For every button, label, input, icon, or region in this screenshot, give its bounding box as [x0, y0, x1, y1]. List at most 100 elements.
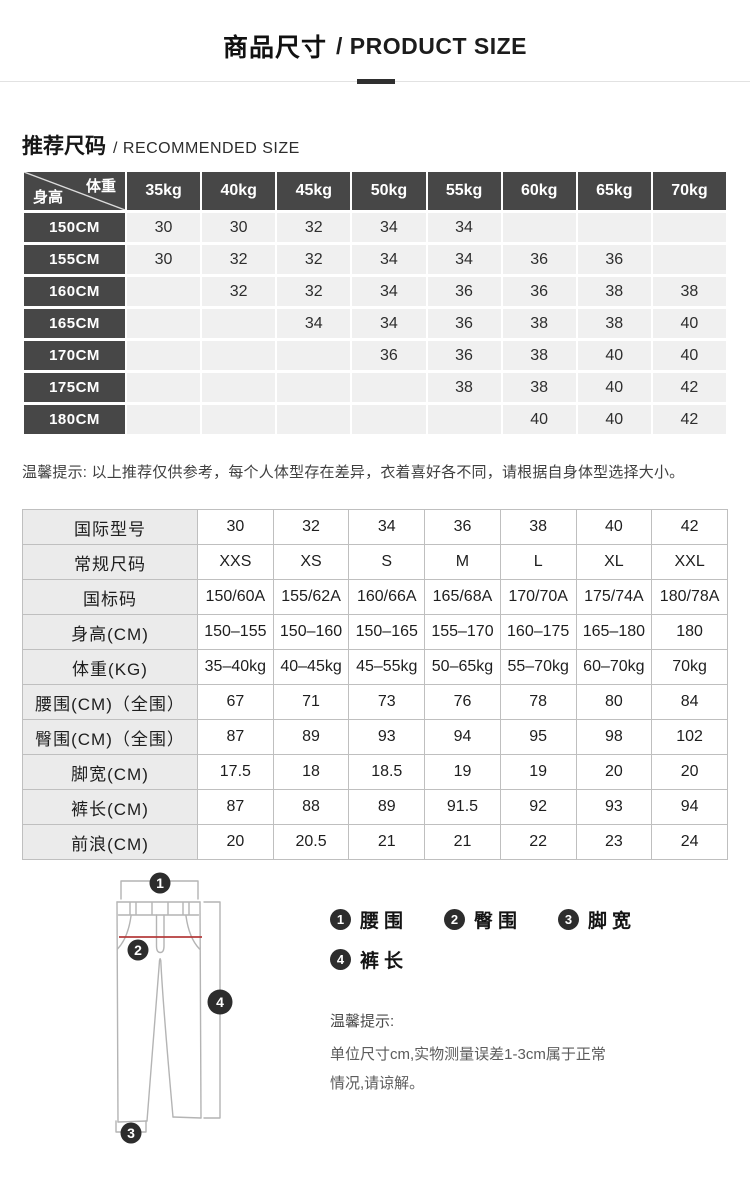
left-leg-outer: [116, 901, 119, 1123]
spec-value-cell: 50–65kg: [424, 649, 501, 685]
spec-value-cell: 76: [424, 684, 501, 720]
spec-value-cell: 20.5: [272, 824, 350, 860]
spec-row-label: 体重(KG): [22, 649, 198, 685]
height-row-header: 165CM: [24, 309, 125, 338]
spec-value-cell: 38: [499, 509, 577, 545]
spec-value-cell: 78: [499, 684, 577, 720]
legend-number-badge: 1: [330, 909, 351, 930]
recommended-size-cell: 34: [427, 213, 501, 242]
height-row-header: 170CM: [24, 341, 125, 370]
spec-table-row: 腰围(CM)（全围） 67 71 73 76 78 80 84: [22, 684, 728, 720]
spec-value-cell: 73: [348, 684, 426, 720]
recommended-size-cell: 40: [502, 405, 576, 434]
recommended-size-cell: 36: [427, 277, 501, 306]
recommended-size-section: 推荐尺码 / RECOMMENDED SIZE 体重 身高 35kg 40kg 45…: [22, 130, 728, 482]
spec-row-label: 臀围(CM)（全围）: [22, 719, 198, 755]
spec-table-row: 前浪(CM) 20 20.5 21 21 22 23 24: [22, 824, 728, 860]
spec-value-cell: 155/62A: [272, 579, 350, 615]
spec-value-cell: XL: [575, 544, 653, 580]
measure-legend: 1 腰围 2 臀围 3 脚宽 4 裤长: [330, 906, 672, 986]
recommended-table-row: 175CM 38 38 40 42: [24, 373, 726, 402]
spec-value-cell: 150–160: [272, 614, 350, 650]
recommended-table-row: 150CM 30 30 32 34 34: [24, 213, 726, 242]
recommended-size-cell: 42: [652, 405, 726, 434]
legend-item: 3 脚宽: [558, 906, 636, 933]
pants-diagram: 1 2 3 4: [115, 872, 233, 1144]
recommended-size-cell: 40: [652, 341, 726, 370]
spec-value-cell: 95: [499, 719, 577, 755]
recommended-size-cell: 40: [577, 341, 651, 370]
spec-table-row: 脚宽(CM) 17.5 18 18.5 19 19 20 20: [22, 754, 728, 790]
spec-value-cell: 32: [272, 509, 350, 545]
spec-value-cell: 22: [499, 824, 577, 860]
recommended-size-cell: 36: [502, 245, 576, 274]
spec-row-label: 腰围(CM)（全围）: [22, 684, 198, 720]
spec-row-label: 裤长(CM): [22, 789, 198, 825]
recommended-size-cell: 42: [652, 373, 726, 402]
measure-note-line1: 单位尺寸cm,实物测量误差1-3cm属于正常: [330, 1046, 606, 1063]
recommended-heading-en: / RECOMMENDED SIZE: [113, 140, 300, 157]
recommended-size-cell: 34: [352, 245, 426, 274]
spec-value-cell: 88: [272, 789, 350, 825]
recommended-size-cell: [277, 341, 351, 370]
recommended-size-cell: [277, 373, 351, 402]
spec-value-cell: 67: [197, 684, 274, 720]
recommended-size-cell: 36: [502, 277, 576, 306]
recommended-size-cell: [202, 309, 276, 338]
badge-waist-num: 1: [156, 875, 164, 891]
spec-value-cell: 180/78A: [651, 579, 728, 615]
spec-table-row: 体重(KG) 35–40kg 40–45kg 45–55kg 50–65kg 55–70k…: [22, 649, 728, 685]
badge-length-num: 4: [216, 994, 224, 1010]
height-row-header: 180CM: [24, 405, 125, 434]
spec-value-cell: 30: [197, 509, 274, 545]
spec-value-cell: 91.5: [424, 789, 501, 825]
weight-column-header: 60kg: [502, 172, 576, 210]
diagonal-line: [24, 172, 125, 210]
spec-value-cell: 60–70kg: [575, 649, 653, 685]
recommended-size-cell: [127, 277, 201, 306]
spec-value-cell: M: [424, 544, 501, 580]
legend-number-badge: 3: [558, 909, 580, 930]
spec-value-cell: 42: [651, 509, 728, 545]
recommended-table-row: 180CM 40 40 42: [24, 405, 726, 434]
corner-cell: 体重 身高: [24, 172, 125, 210]
spec-value-cell: 89: [348, 789, 426, 825]
legend-number-badge: 4: [330, 949, 351, 970]
spec-value-cell: 165/68A: [424, 579, 501, 615]
recommended-size-cell: [127, 373, 201, 402]
spec-value-cell: 87: [197, 789, 274, 825]
recommended-table-row: 160CM 32 32 34 36 36 38 38: [24, 277, 726, 306]
badge-waist-circle: [149, 872, 171, 894]
recommended-size-cell: 32: [202, 245, 276, 274]
measure-note-title: 温馨提示:: [330, 1013, 395, 1030]
spec-value-cell: 155–170: [424, 614, 501, 650]
spec-row-label: 脚宽(CM): [22, 754, 198, 790]
weight-column-header: 45kg: [277, 172, 351, 210]
spec-table-row: 裤长(CM) 87 88 89 91.5 92 93 94: [22, 789, 728, 825]
recommended-table-row: 165CM 34 34 36 38 38 40: [24, 309, 726, 338]
recommended-size-cell: 34: [277, 309, 351, 338]
right-leg-inner: [160, 960, 174, 1118]
legend-item: 2 臀围: [444, 906, 522, 933]
recommended-size-cell: [652, 213, 726, 242]
size-spec-section: 国际型号 30 32 34 36 38 40 42 常规尺码 XXS XS S M L XL XXL 国标码 15…: [22, 509, 728, 860]
spec-value-cell: 180: [651, 614, 728, 650]
recommended-size-cell: 34: [352, 277, 426, 306]
legend-row-1: 1 腰围 2 臀围 3 脚宽: [330, 906, 672, 933]
recommended-table-row: 155CM 30 32 32 34 34 36 36: [24, 245, 726, 274]
diagram-badges: [120, 872, 233, 1144]
spec-table-row: 国标码 150/60A 155/62A 160/66A 165/68A 170/70A 17…: [22, 579, 728, 615]
title-divider-line: [0, 79, 750, 84]
recommended-size-cell: 38: [577, 309, 651, 338]
recommended-size-cell: 30: [127, 213, 201, 242]
spec-row-label: 国标码: [22, 579, 198, 615]
recommended-size-cell: [577, 213, 651, 242]
recommended-size-cell: 38: [502, 341, 576, 370]
spec-value-cell: 35–40kg: [197, 649, 274, 685]
legend-number-badge: 2: [444, 909, 466, 930]
recommended-size-cell: 32: [277, 277, 351, 306]
spec-value-cell: 24: [651, 824, 728, 860]
recommended-size-cell: 40: [577, 373, 651, 402]
size-spec-table-body: 国际型号 30 32 34 36 38 40 42 常规尺码 XXS XS S M L XL XXL 国标码 15…: [22, 509, 728, 860]
